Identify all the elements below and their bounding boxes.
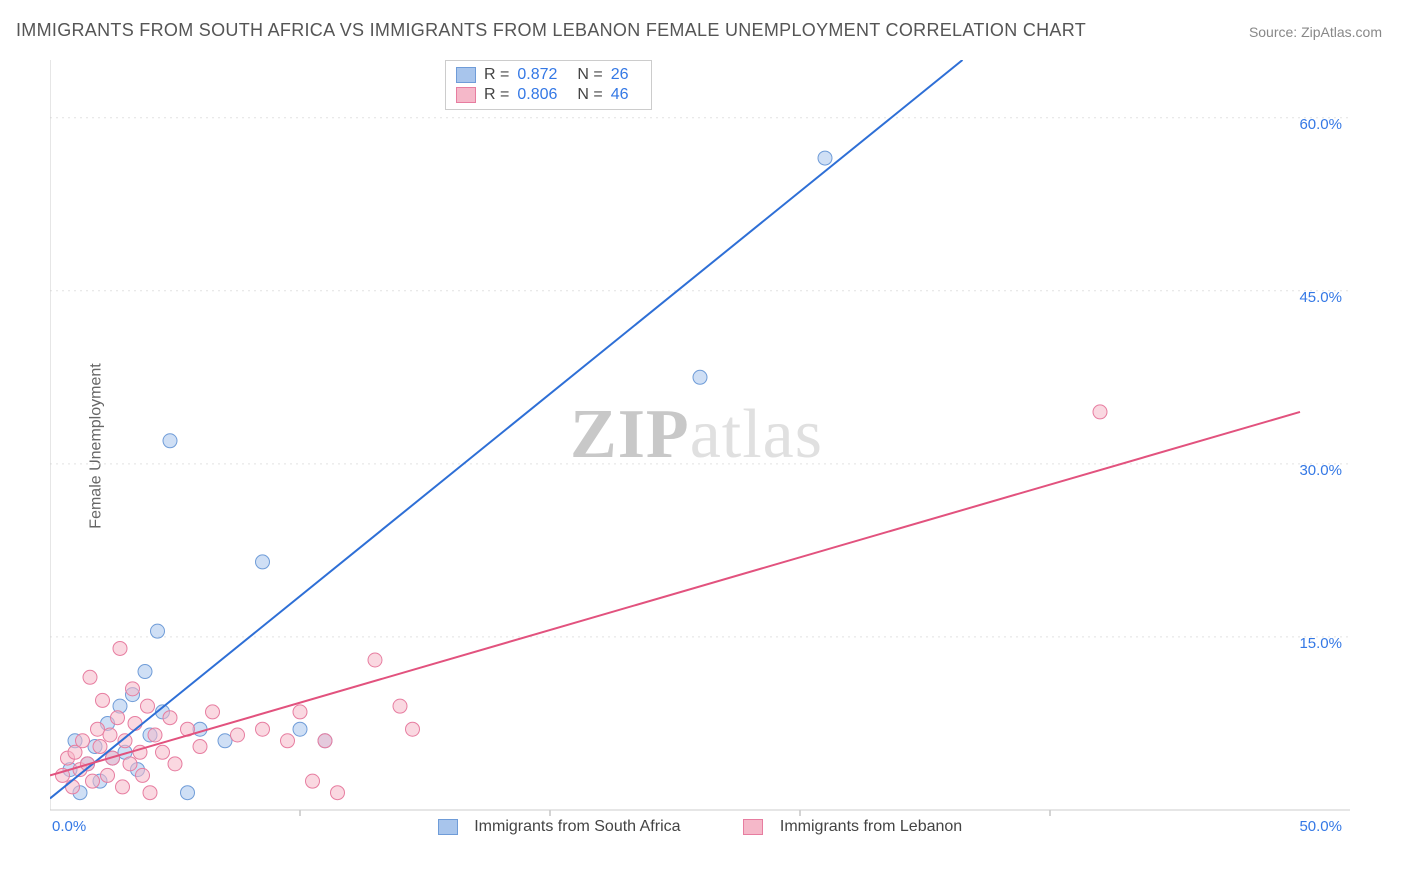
n-label: N = — [577, 86, 602, 104]
legend-swatch — [456, 67, 476, 83]
source-label: Source: ZipAtlas.com — [1249, 24, 1382, 40]
n-value: 46 — [611, 86, 629, 104]
legend-row-south_africa: R = 0.872 N = 26 — [456, 65, 641, 85]
correlation-legend: R = 0.872 N = 26 R = 0.806 N = 46 — [445, 60, 652, 110]
series-legend: Immigrants from South Africa Immigrants … — [50, 818, 1350, 836]
y-tick-label: 15.0% — [1299, 635, 1342, 652]
r-label: R = — [484, 66, 509, 84]
watermark-atlas: atlas — [690, 396, 823, 473]
correlation-chart: ZIPatlas R = 0.872 N = 26 R = 0.806 N = 46 Immi… — [50, 60, 1350, 840]
r-label: R = — [484, 86, 509, 104]
n-value: 26 — [611, 66, 629, 84]
x-tick-label: 0.0% — [52, 818, 86, 835]
y-tick-label: 45.0% — [1299, 289, 1342, 306]
watermark: ZIPatlas — [570, 395, 823, 475]
y-tick-label: 60.0% — [1299, 116, 1342, 133]
legend-swatch — [456, 87, 476, 103]
swatch-lebanon — [743, 819, 763, 835]
r-value: 0.806 — [517, 86, 557, 104]
legend-label-south-africa: Immigrants from South Africa — [474, 818, 680, 835]
n-label: N = — [577, 66, 602, 84]
y-tick-label: 30.0% — [1299, 462, 1342, 479]
legend-row-lebanon: R = 0.806 N = 46 — [456, 85, 641, 105]
swatch-south-africa — [438, 819, 458, 835]
x-tick-label: 50.0% — [1299, 818, 1342, 835]
chart-title: IMMIGRANTS FROM SOUTH AFRICA VS IMMIGRAN… — [16, 20, 1086, 41]
watermark-zip: ZIP — [570, 396, 690, 473]
legend-label-lebanon: Immigrants from Lebanon — [780, 818, 962, 835]
r-value: 0.872 — [517, 66, 557, 84]
